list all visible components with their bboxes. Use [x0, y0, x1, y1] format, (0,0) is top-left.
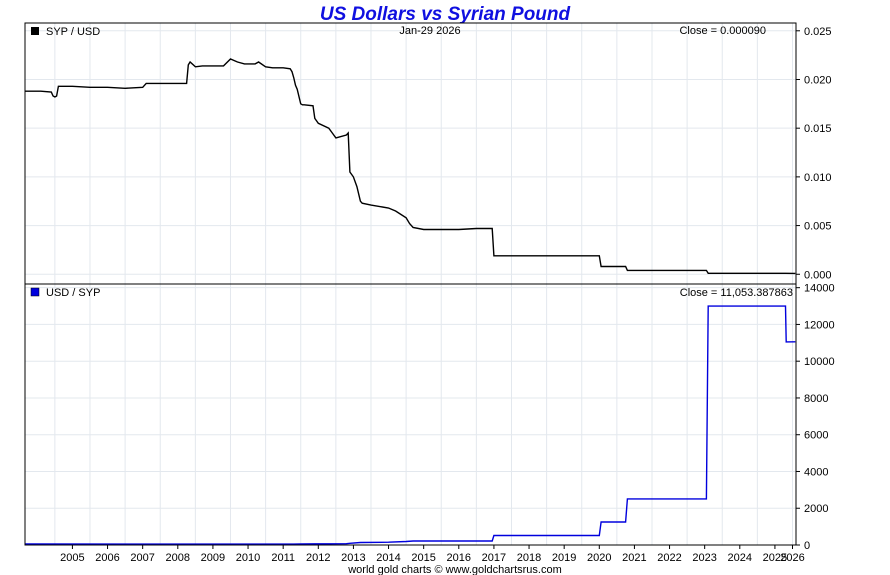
x-tick-label: 2020 — [587, 552, 611, 564]
x-tick-label: 2008 — [166, 552, 190, 564]
bottom-panel: USD / SYP Close = 11,053.387863 0 2000 400… — [24, 283, 835, 564]
top-panel: SYP / USD Jan-29 2026 Close = 0.000090 0… — [24, 22, 832, 285]
top-legend-label: SYP / USD — [46, 26, 100, 38]
x-tick-label: 2022 — [657, 552, 681, 564]
syp-usd-series-line — [25, 58, 796, 275]
top-y-tick-label: 0.015 — [804, 123, 832, 135]
x-tick-label: 2019 — [552, 552, 576, 564]
bottom-y-tick-label: 8000 — [804, 393, 828, 405]
chart-title: US Dollars vs Syrian Pound — [320, 4, 571, 25]
top-y-tick-label: 0.010 — [804, 172, 832, 184]
bottom-y-tick-label: 0 — [804, 540, 810, 552]
top-grid — [25, 23, 796, 284]
top-y-tick-label: 0.020 — [804, 74, 832, 86]
bottom-y-tick-label: 4000 — [804, 466, 828, 478]
bottom-legend-marker — [30, 287, 40, 297]
x-tick-label: 2010 — [236, 552, 260, 564]
x-tick-label: 2011 — [271, 552, 295, 564]
x-axis: 2005 2006 2007 2008 2009 2010 2011 2012 2013 2014… — [60, 545, 805, 564]
top-legend-marker — [31, 27, 39, 35]
x-tick-label: 2007 — [130, 552, 154, 564]
x-tick-label: 2009 — [201, 552, 225, 564]
bottom-legend-label: USD / SYP — [46, 287, 100, 299]
bottom-y-tick-label: 6000 — [804, 430, 828, 442]
bottom-y-tick-label: 2000 — [804, 503, 828, 515]
bottom-y-tick-label: 10000 — [804, 356, 835, 368]
footer-credit: world gold charts © www.goldchartsrus.co… — [347, 564, 562, 575]
bottom-y-tick-label: 12000 — [804, 319, 835, 331]
top-y-tick-label: 0.025 — [804, 26, 832, 38]
x-tick-label: 2024 — [728, 552, 752, 564]
x-tick-label: 2012 — [306, 552, 330, 564]
top-close-label: Close = 0.000090 — [679, 25, 766, 37]
x-tick-label: 2021 — [622, 552, 646, 564]
top-y-tick-label: 0.000 — [804, 269, 832, 281]
x-tick-label: 2005 — [60, 552, 84, 564]
x-tick-label: 2006 — [95, 552, 119, 564]
x-tick-label: 2016 — [447, 552, 471, 564]
top-y-tick-label: 0.005 — [804, 221, 832, 233]
x-tick-label: 2025 — [763, 552, 787, 564]
x-tick-label: 2017 — [482, 552, 506, 564]
x-tick-label: 2014 — [376, 552, 400, 564]
date-label: Jan-29 2026 — [399, 25, 460, 37]
top-plot-area — [25, 23, 796, 284]
x-tick-label: 2023 — [692, 552, 716, 564]
bottom-plot-area — [25, 284, 796, 545]
top-y-axis: 0.000 0.005 0.010 0.015 0.020 0.025 — [796, 26, 832, 281]
usd-syp-series-line — [24, 305, 796, 545]
x-tick-label: 2013 — [341, 552, 365, 564]
x-tick-label: 2018 — [517, 552, 541, 564]
bottom-y-axis: 0 2000 4000 6000 8000 10000 12000 14000 — [796, 283, 835, 552]
bottom-grid — [25, 284, 796, 546]
bottom-close-label: Close = 11,053.387863 — [680, 287, 793, 299]
bottom-y-tick-label: 14000 — [804, 283, 835, 295]
bottom-plot-border — [24, 283, 797, 546]
x-tick-label: 2026 — [780, 552, 804, 564]
x-tick-label: 2015 — [411, 552, 435, 564]
